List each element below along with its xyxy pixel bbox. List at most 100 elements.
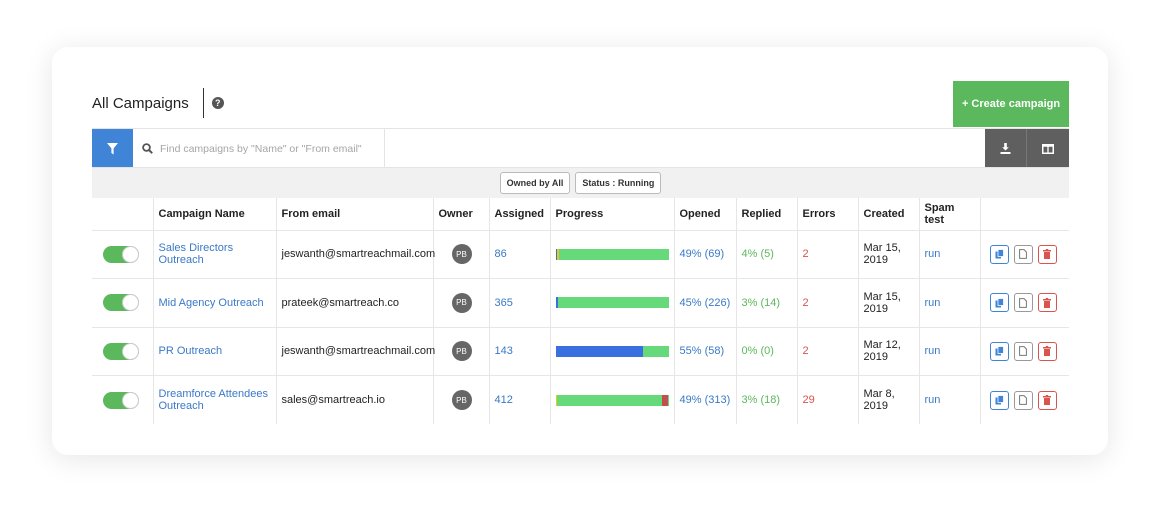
replied-stat[interactable]: 0% (0) <box>741 345 774 358</box>
details-button[interactable] <box>1013 244 1033 264</box>
spam-test-run-link[interactable]: run <box>924 248 941 261</box>
toggle-knob <box>122 245 139 263</box>
campaign-name-link[interactable]: Mid Agency Outreach <box>158 296 264 309</box>
column-header-errors[interactable]: Errors <box>796 198 858 231</box>
column-header-opened[interactable]: Opened <box>673 198 736 231</box>
download-button[interactable] <box>985 129 1027 168</box>
delete-button[interactable] <box>1037 390 1057 410</box>
column-header-spam-test[interactable]: Spam test <box>918 198 980 231</box>
search-input[interactable] <box>160 142 380 155</box>
owner-avatar: PB <box>451 292 472 313</box>
column-header-owner[interactable]: Owner <box>432 198 489 231</box>
trash-icon <box>1043 297 1051 308</box>
campaign-enabled-toggle[interactable] <box>103 245 139 263</box>
columns-button[interactable] <box>1027 129 1069 168</box>
progress-segment <box>661 394 669 406</box>
search-icon <box>142 143 153 154</box>
progress-segment <box>559 248 669 260</box>
created-date: Mar 15, 2019 <box>863 290 901 315</box>
row-actions <box>986 341 1065 361</box>
title-divider <box>202 88 204 118</box>
column-header-from-email[interactable]: From email <box>275 198 433 231</box>
create-campaign-button[interactable]: + Create campaign <box>953 81 1069 127</box>
spam-test-run-link[interactable]: run <box>924 296 941 309</box>
created-date: Mar 12, 2019 <box>863 339 901 364</box>
campaign-enabled-toggle[interactable] <box>103 294 139 312</box>
title-row: All Campaigns ? <box>92 87 224 119</box>
filter-icon <box>107 142 118 154</box>
duplicate-button[interactable] <box>989 341 1009 361</box>
column-header-campaign-name[interactable]: Campaign Name <box>152 198 276 231</box>
row-actions <box>986 293 1065 313</box>
owner-avatar: PB <box>451 341 472 362</box>
column-header-created[interactable]: Created <box>857 198 919 231</box>
progress-segment <box>555 248 558 260</box>
progress-segment <box>557 394 662 406</box>
replied-stat[interactable]: 3% (18) <box>741 394 781 406</box>
help-circle-icon[interactable]: ? <box>211 97 224 109</box>
assigned-count-link[interactable]: 86 <box>494 248 507 261</box>
replied-stat[interactable]: 3% (14) <box>741 296 781 309</box>
replied-stat[interactable]: 4% (5) <box>741 248 774 261</box>
created-date: Mar 8, 2019 <box>863 388 895 412</box>
trash-icon <box>1043 249 1051 260</box>
column-header-replied[interactable]: Replied <box>735 198 797 231</box>
progress-segment <box>555 394 558 406</box>
columns-icon <box>1042 143 1054 154</box>
campaign-enabled-toggle[interactable] <box>103 391 139 409</box>
spam-test-run-link[interactable]: run <box>924 345 941 358</box>
campaign-name-link[interactable]: PR Outreach <box>158 345 223 358</box>
delete-button[interactable] <box>1037 341 1057 361</box>
column-header-progress[interactable]: Progress <box>549 198 674 231</box>
file-icon <box>1019 249 1027 260</box>
created-date: Mar 15, 2019 <box>863 242 901 267</box>
errors-stat[interactable]: 29 <box>802 394 815 406</box>
filter-button[interactable] <box>92 129 133 168</box>
assigned-count-link[interactable]: 412 <box>494 394 513 406</box>
progress-segment <box>558 297 669 309</box>
opened-stat[interactable]: 49% (313) <box>679 394 731 406</box>
campaign-enabled-toggle[interactable] <box>103 342 139 360</box>
owner-avatar: PB <box>451 244 472 265</box>
opened-stat[interactable]: 55% (58) <box>679 345 725 358</box>
column-header-assigned[interactable]: Assigned <box>488 198 550 231</box>
status-filter-chip[interactable]: Status : Running <box>575 172 662 194</box>
assigned-count-link[interactable]: 365 <box>494 296 513 309</box>
progress-segment <box>642 345 669 357</box>
from-email: sales@smartreach.io <box>281 394 385 406</box>
assigned-count-link[interactable]: 143 <box>494 345 513 358</box>
campaigns-card: All Campaigns ? + Create campaign <box>52 47 1108 455</box>
row-actions <box>986 390 1065 410</box>
delete-button[interactable] <box>1037 293 1057 313</box>
errors-stat[interactable]: 2 <box>802 248 809 261</box>
progress-bar <box>555 394 669 406</box>
duplicate-button[interactable] <box>989 390 1009 410</box>
details-button[interactable] <box>1013 341 1033 361</box>
owned-by-filter-chip[interactable]: Owned by All <box>499 172 571 194</box>
progress-bar <box>555 345 669 357</box>
row-actions <box>986 244 1065 264</box>
table-row: Mid Agency Outreach prateek@smartreach.c… <box>92 278 1069 328</box>
spam-test-run-link[interactable]: run <box>924 394 941 406</box>
campaign-name-link[interactable]: Dreamforce Attendees Outreach <box>158 388 268 412</box>
table-row: PR Outreach jeswanth@smartreachmail.com … <box>92 327 1069 376</box>
opened-stat[interactable]: 45% (226) <box>679 296 731 309</box>
progress-segment <box>555 297 559 309</box>
details-button[interactable] <box>1013 293 1033 313</box>
progress-segment <box>557 248 560 260</box>
duplicate-button[interactable] <box>989 293 1009 313</box>
delete-button[interactable] <box>1037 244 1057 264</box>
copy-icon <box>995 297 1004 308</box>
toggle-knob <box>122 294 139 312</box>
from-email: prateek@smartreach.co <box>281 296 400 309</box>
duplicate-button[interactable] <box>989 244 1009 264</box>
errors-stat[interactable]: 2 <box>802 345 809 358</box>
trash-icon <box>1043 346 1051 357</box>
column-header-actions <box>979 198 1069 231</box>
opened-stat[interactable]: 49% (69) <box>679 248 725 261</box>
from-email: jeswanth@smartreachmail.com <box>281 345 436 358</box>
errors-stat[interactable]: 2 <box>802 296 809 309</box>
campaign-name-link[interactable]: Sales Directors Outreach <box>158 242 234 267</box>
progress-bar <box>555 248 669 260</box>
details-button[interactable] <box>1013 390 1033 410</box>
